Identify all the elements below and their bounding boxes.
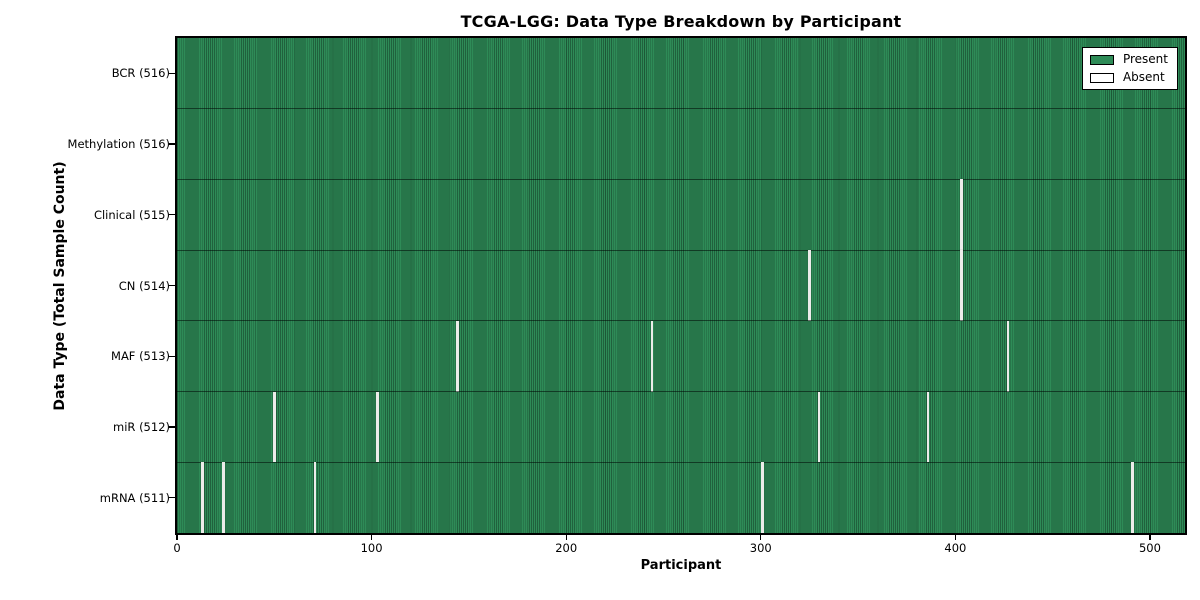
absent-gap-line-mir-50 <box>272 391 276 463</box>
absent-gap-line-cn-403 <box>959 250 963 321</box>
x-axis-label: Participant <box>640 558 722 573</box>
absent-gap-line-mrna-24 <box>222 462 225 533</box>
y-tick-label-maf: MAF (513) <box>111 349 170 364</box>
absent-gap-line-cn-325 <box>808 250 811 321</box>
x-tick-label-0: 0 <box>173 541 181 555</box>
y-tick-mark <box>169 284 175 287</box>
x-tick-label-300: 300 <box>749 541 772 555</box>
y-tick-mark <box>169 497 175 499</box>
x-tick-mark <box>1149 535 1151 540</box>
y-tick-label-cn: CN (514) <box>118 278 170 293</box>
legend: Present Absent <box>1081 47 1178 90</box>
legend-present-swatch <box>1089 54 1114 65</box>
absent-gap-line-maf-427 <box>1006 320 1010 392</box>
legend-entry-absent: Absent <box>1089 70 1168 84</box>
absent-gap-line-maf-144 <box>455 320 459 392</box>
x-tick-label-400: 400 <box>944 541 967 555</box>
absent-gap-line-mrna-13 <box>200 462 204 533</box>
absent-gap-line-mir-103 <box>376 391 379 463</box>
y-tick-mark <box>169 355 175 357</box>
row-divider <box>177 391 1185 393</box>
row-divider <box>177 320 1185 322</box>
x-tick-mark <box>176 535 178 540</box>
absent-gap-line-mrna-301 <box>761 462 765 533</box>
row-divider <box>177 461 1185 463</box>
absent-gap-line-mrna-491 <box>1131 462 1134 533</box>
absent-gap-line-mir-330 <box>817 391 821 463</box>
absent-gap-line-mrna-71 <box>313 462 317 533</box>
y-tick-label-mir: miR (512) <box>113 419 170 434</box>
x-tick-mark <box>370 535 373 540</box>
y-tick-label-bcr: BCR (516) <box>111 66 170 81</box>
y-tick-mark <box>169 72 175 74</box>
legend-label: Present <box>1122 52 1168 66</box>
x-tick-mark <box>954 535 956 540</box>
chart-title: TCGA-LGG: Data Type Breakdown by Partici… <box>460 12 902 31</box>
legend-absent-swatch <box>1089 72 1114 83</box>
absent-gap-line-clinical-403 <box>959 179 963 251</box>
legend-label: Absent <box>1122 70 1165 84</box>
absent-gap-line-maf-244 <box>650 320 654 392</box>
x-tick-mark <box>565 535 567 540</box>
absent-gap-line-mir-386 <box>926 391 930 463</box>
x-tick-label-200: 200 <box>555 541 578 555</box>
y-tick-mark <box>169 143 175 145</box>
y-tick-label-clinical: Clinical (515) <box>93 207 170 222</box>
y-tick-label-mrna: mRNA (511) <box>99 490 170 505</box>
row-divider <box>177 178 1185 180</box>
plot-area: Present Absent <box>175 36 1187 535</box>
row-divider <box>177 108 1185 110</box>
x-tick-mark <box>760 535 762 540</box>
legend-entry-present: Present <box>1089 52 1168 66</box>
y-tick-label-methylation: Methylation (516) <box>67 137 170 152</box>
y-tick-mark <box>169 214 175 216</box>
x-tick-label-100: 100 <box>360 541 383 555</box>
y-tick-mark <box>169 426 175 428</box>
row-divider <box>177 249 1185 251</box>
x-tick-label-500: 500 <box>1138 541 1161 555</box>
